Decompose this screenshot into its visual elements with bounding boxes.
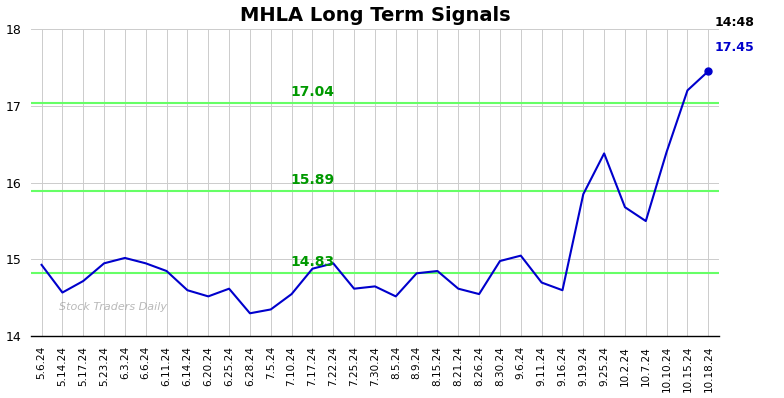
Title: MHLA Long Term Signals: MHLA Long Term Signals xyxy=(240,6,510,25)
Text: 15.89: 15.89 xyxy=(290,173,335,187)
Text: 14:48: 14:48 xyxy=(714,16,754,29)
Text: Stock Traders Daily: Stock Traders Daily xyxy=(59,302,167,312)
Text: 14.83: 14.83 xyxy=(290,255,335,269)
Text: 17.45: 17.45 xyxy=(714,41,754,54)
Text: 17.04: 17.04 xyxy=(290,85,335,99)
